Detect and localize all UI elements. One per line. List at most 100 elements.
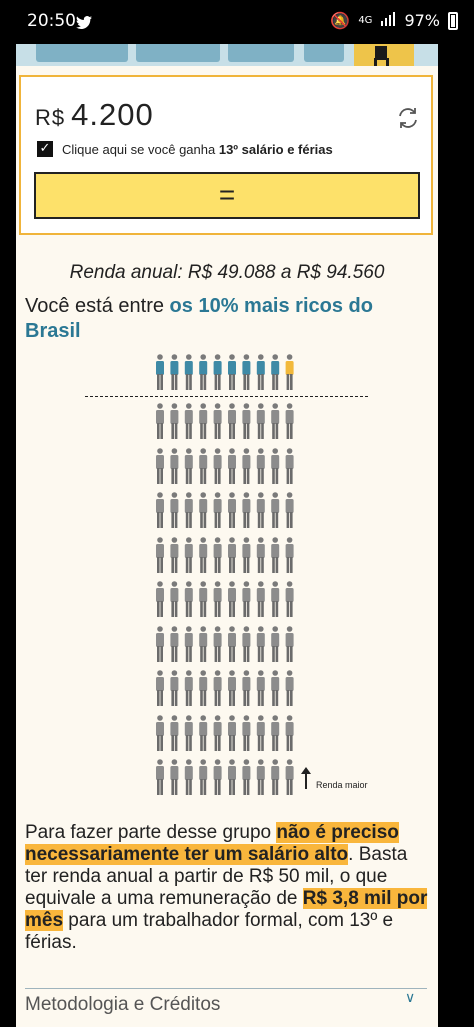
person-icon xyxy=(170,581,179,617)
person-icon xyxy=(256,354,265,390)
arrow-up-icon xyxy=(301,767,311,789)
highlight-not-high-salary: não é preciso necessariamente ter um sal… xyxy=(25,822,399,865)
person-icon xyxy=(242,581,251,617)
person-icon xyxy=(199,670,208,706)
person-icon xyxy=(184,581,193,617)
salary-calculator: R$ 4.200 ✓ Clique aqui se você ganha 13º … xyxy=(19,75,433,235)
person-icon xyxy=(213,759,222,795)
person-icon xyxy=(271,492,280,528)
explanation-paragraph: Para fazer parte desse grupo não é preci… xyxy=(25,822,428,953)
result-headline: Você está entre os 10% mais ricos do Bra… xyxy=(25,295,373,342)
person-icon xyxy=(184,403,193,439)
calculate-button[interactable]: = xyxy=(34,172,420,219)
person-icon xyxy=(213,670,222,706)
person-icon xyxy=(271,354,280,390)
person-icon xyxy=(285,670,294,706)
salary-amount-value: 4.200 xyxy=(71,97,154,132)
person-icon xyxy=(228,759,236,795)
person-icon xyxy=(285,492,294,528)
person-icon xyxy=(156,403,164,439)
salary-amount-input[interactable]: R$ 4.200 xyxy=(35,97,154,133)
person-icon xyxy=(199,625,208,662)
person-icon xyxy=(271,670,280,706)
person-icon xyxy=(285,759,294,795)
pictogram-row xyxy=(155,403,301,439)
annual-income-range: Renda anual: R$ 49.088 a R$ 94.560 xyxy=(69,262,385,283)
person-icon xyxy=(213,354,222,390)
person-icon xyxy=(228,625,236,662)
person-icon xyxy=(213,714,222,751)
chevron-down-icon[interactable]: ∨ xyxy=(405,990,416,1006)
pictogram-row xyxy=(155,492,301,528)
battery-icon xyxy=(448,11,458,30)
person-icon xyxy=(184,447,193,484)
pictogram-row xyxy=(155,536,301,573)
pictogram-row xyxy=(155,714,301,751)
benefits-checkbox[interactable]: ✓ xyxy=(37,141,53,157)
person-icon xyxy=(242,492,251,528)
person-icon xyxy=(184,354,193,390)
person-icon xyxy=(228,403,236,439)
battery-percent: 97% xyxy=(404,11,440,30)
pictogram-row xyxy=(155,581,301,617)
section-divider xyxy=(25,988,427,989)
person-icon xyxy=(170,714,179,751)
person-icon xyxy=(256,625,265,662)
benefits-checkbox-label: Clique aqui se você ganha 13º salário e … xyxy=(62,141,333,157)
top-decile-row xyxy=(155,354,301,390)
person-icon xyxy=(156,759,164,795)
person-icon xyxy=(199,581,208,617)
article-page: R$ 4.200 ✓ Clique aqui se você ganha 13º … xyxy=(16,44,438,1027)
refresh-icon[interactable] xyxy=(395,105,421,131)
person-icon xyxy=(256,714,265,751)
person-icon xyxy=(242,714,251,751)
person-icon xyxy=(170,536,179,573)
person-icon xyxy=(285,403,294,439)
person-icon xyxy=(242,354,251,390)
person-icon xyxy=(184,492,193,528)
person-icon xyxy=(256,581,265,617)
person-icon xyxy=(271,625,280,662)
pictogram-row xyxy=(155,625,301,662)
person-icon xyxy=(199,714,208,751)
person-icon xyxy=(170,492,179,528)
person-icon xyxy=(256,670,265,706)
person-icon xyxy=(228,581,236,617)
person-icon xyxy=(156,581,164,617)
person-icon xyxy=(184,670,193,706)
person-icon xyxy=(213,447,222,484)
person-icon xyxy=(271,403,280,439)
status-time: 20:50 xyxy=(27,11,76,31)
header-illustration xyxy=(16,44,438,66)
person-icon xyxy=(271,581,280,617)
currency-label: R$ xyxy=(35,105,66,130)
top-decile-divider xyxy=(85,396,368,397)
axis-label: Renda maior xyxy=(316,780,368,790)
person-icon xyxy=(228,714,236,751)
person-icon xyxy=(271,536,280,573)
person-icon xyxy=(285,714,294,751)
person-icon xyxy=(242,403,251,439)
person-icon xyxy=(199,447,208,484)
person-icon xyxy=(285,354,294,390)
person-icon xyxy=(213,581,222,617)
pictogram-row xyxy=(155,447,301,484)
pictogram-row xyxy=(155,759,301,795)
person-icon xyxy=(170,670,179,706)
person-icon xyxy=(242,536,251,573)
person-icon xyxy=(199,759,208,795)
benefits-checkbox-row[interactable]: ✓ Clique aqui se você ganha 13º salário … xyxy=(37,141,333,157)
person-icon xyxy=(271,714,280,751)
person-icon xyxy=(156,625,164,662)
person-icon xyxy=(242,625,251,662)
person-icon xyxy=(271,759,280,795)
twitter-icon xyxy=(76,14,92,34)
methodology-toggle[interactable]: Metodologia e Créditos xyxy=(25,994,221,1015)
network-label: 4G xyxy=(358,14,373,26)
person-icon xyxy=(184,714,193,751)
person-icon xyxy=(156,492,164,528)
status-bar: 20:50 🔕 4G 97% xyxy=(0,0,474,44)
person-icon xyxy=(213,403,222,439)
person-icon xyxy=(228,670,236,706)
person-icon xyxy=(228,354,236,390)
